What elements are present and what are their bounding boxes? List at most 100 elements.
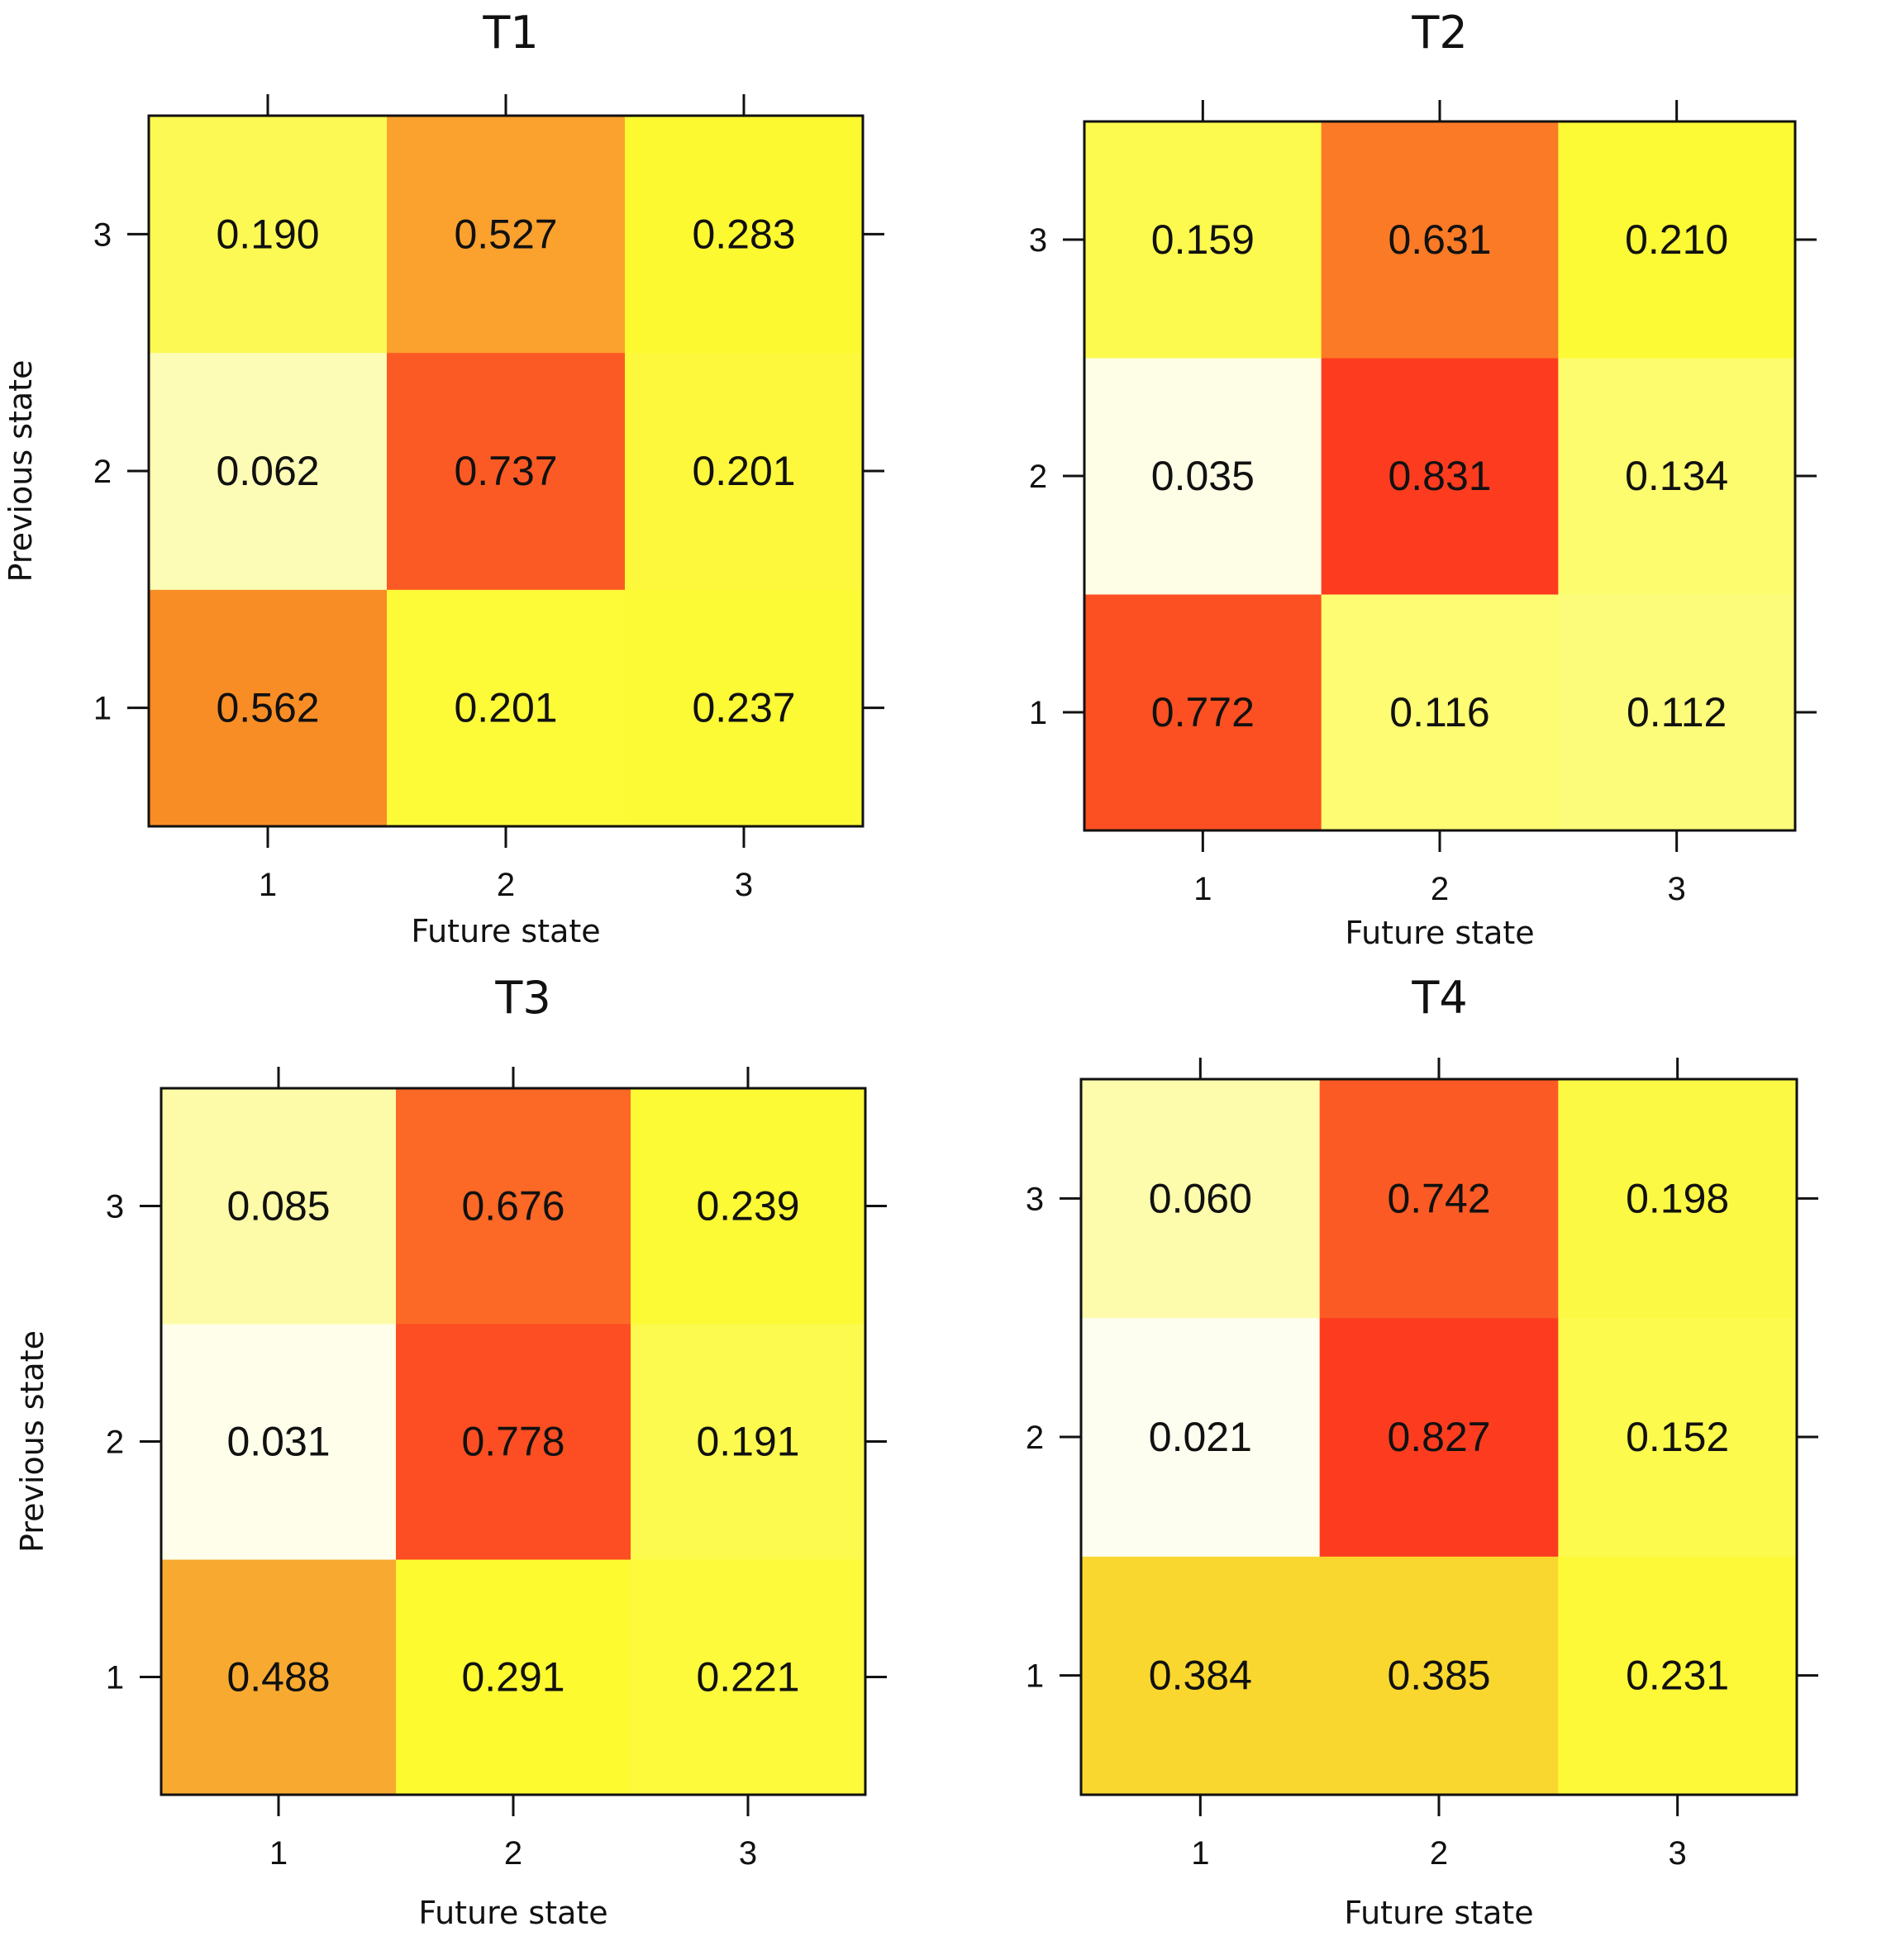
cell-value-label: 0.190 — [216, 211, 319, 257]
y-tick-label: 3 — [106, 1189, 124, 1225]
cell-value-label: 0.384 — [1149, 1653, 1252, 1699]
y-axis-label: Previous state — [2, 360, 39, 583]
cell-value-label: 0.085 — [226, 1183, 330, 1230]
cell-value-label: 0.385 — [1387, 1653, 1490, 1699]
heatmap-cell — [625, 352, 864, 590]
cell-value-label: 0.035 — [1151, 453, 1255, 499]
cell-value-label: 0.676 — [461, 1183, 564, 1230]
heatmap-cell — [1558, 1317, 1798, 1557]
heatmap-cell — [1081, 1079, 1321, 1319]
heatmap-cell — [396, 1559, 631, 1796]
heatmap-cell — [1321, 121, 1559, 359]
y-axis-label: Previous state — [14, 1330, 50, 1553]
cell-value-label: 0.152 — [1626, 1414, 1729, 1460]
cell-value-label: 0.737 — [454, 448, 557, 494]
y-tick-label: 2 — [93, 454, 112, 490]
heatmap-cell — [1081, 1317, 1321, 1557]
heatmap-cell — [625, 116, 864, 354]
heatmap-cell — [396, 1088, 631, 1325]
heatmap-panel-3: 0.488 0.291 0.221 0.031 0.778 0.191 0.085 0.676… — [14, 972, 887, 1931]
heatmap-cell — [1319, 1556, 1559, 1796]
x-tick-label: 3 — [1668, 871, 1686, 907]
heatmap-cell — [149, 116, 388, 354]
cell-value-label: 0.116 — [1389, 689, 1489, 735]
heatmap-cell — [631, 1088, 866, 1325]
x-tick-label: 2 — [504, 1835, 522, 1872]
heatmap-cell — [1081, 1556, 1321, 1796]
y-tick-label: 3 — [1026, 1181, 1044, 1217]
y-tick-label: 3 — [93, 216, 112, 253]
cell-value-label: 0.201 — [454, 685, 557, 731]
cell-value-label: 0.231 — [1626, 1653, 1729, 1699]
cell-value-label: 0.031 — [226, 1419, 330, 1465]
cell-value-label: 0.488 — [226, 1654, 330, 1701]
heatmap-panel-2: 0.772 0.116 0.112 0.035 0.831 0.134 0.159 0.631… — [1029, 7, 1817, 951]
y-tick-label: 1 — [1029, 695, 1047, 731]
cell-value-label: 0.631 — [1388, 216, 1491, 263]
cell-value-label: 0.062 — [216, 448, 319, 494]
heatmap-cell — [1321, 594, 1559, 831]
cell-value-label: 0.201 — [692, 448, 795, 494]
heatmap-panel-4: 0.384 0.385 0.231 0.021 0.827 0.152 0.060 0.742… — [1026, 972, 1818, 1931]
heatmap-cell — [161, 1324, 397, 1560]
heatmap-cell — [1558, 1556, 1798, 1796]
x-axis-label: Future state — [1344, 1895, 1533, 1931]
heatmap-cell — [149, 352, 388, 590]
panel-title: T2 — [1411, 7, 1467, 59]
cell-value-label: 0.239 — [696, 1183, 799, 1230]
heatmap-cell — [1558, 358, 1796, 595]
heatmap-cell — [1084, 358, 1322, 595]
heatmap-cell — [387, 589, 626, 827]
cell-value-label: 0.527 — [454, 211, 557, 257]
heatmap-cell — [161, 1559, 397, 1796]
heatmap-cell — [1319, 1317, 1559, 1557]
heatmap-cell — [1321, 358, 1559, 595]
heatmap-cell — [161, 1088, 397, 1325]
cell-value-label: 0.283 — [692, 211, 795, 257]
x-tick-label: 2 — [1430, 1835, 1448, 1872]
cell-value-label: 0.210 — [1625, 216, 1728, 263]
x-axis-label: Future state — [411, 913, 600, 949]
x-tick-label: 1 — [1191, 1835, 1209, 1872]
heatmap-panel-1: 0.562 0.201 0.237 0.062 0.737 0.201 0.190 0.527… — [2, 7, 884, 949]
cell-value-label: 0.291 — [461, 1654, 564, 1701]
cell-value-label: 0.191 — [696, 1419, 799, 1465]
heatmap-cell — [387, 352, 626, 590]
heatmap-cell — [631, 1324, 866, 1560]
x-tick-label: 2 — [497, 867, 515, 903]
cell-value-label: 0.198 — [1626, 1175, 1729, 1221]
x-tick-label: 1 — [259, 867, 277, 903]
panel-title: T1 — [482, 7, 538, 59]
panel-title: T3 — [494, 972, 550, 1024]
y-tick-label: 3 — [1029, 222, 1047, 259]
cell-value-label: 0.021 — [1149, 1414, 1252, 1460]
heatmap-cell — [1084, 594, 1322, 831]
x-tick-label: 1 — [269, 1835, 288, 1872]
heatmap-cell — [625, 589, 864, 827]
cell-value-label: 0.237 — [692, 685, 795, 731]
y-tick-label: 2 — [1029, 459, 1047, 495]
cell-value-label: 0.831 — [1388, 453, 1491, 499]
x-tick-label: 1 — [1193, 871, 1212, 907]
cell-value-label: 0.772 — [1151, 689, 1255, 735]
heatmap-cell — [396, 1324, 631, 1560]
panel-title: T4 — [1411, 972, 1467, 1024]
heatmap-cell — [149, 589, 388, 827]
y-tick-label: 2 — [1026, 1420, 1044, 1456]
y-tick-label: 2 — [106, 1425, 124, 1461]
heatmap-cell — [1558, 594, 1796, 831]
cell-value-label: 0.060 — [1149, 1175, 1252, 1221]
y-tick-label: 1 — [1026, 1658, 1044, 1695]
x-axis-label: Future state — [418, 1895, 607, 1931]
x-tick-label: 3 — [735, 867, 753, 903]
cell-value-label: 0.562 — [216, 685, 319, 731]
cell-value-label: 0.112 — [1627, 689, 1727, 735]
cell-value-label: 0.221 — [696, 1654, 799, 1701]
cell-value-label: 0.742 — [1387, 1175, 1490, 1221]
heatmap-cell — [387, 116, 626, 354]
cell-value-label: 0.134 — [1625, 453, 1728, 499]
heatmap-cell — [1319, 1079, 1559, 1319]
heatmap-cell — [1558, 121, 1796, 359]
cell-value-label: 0.778 — [461, 1419, 564, 1465]
